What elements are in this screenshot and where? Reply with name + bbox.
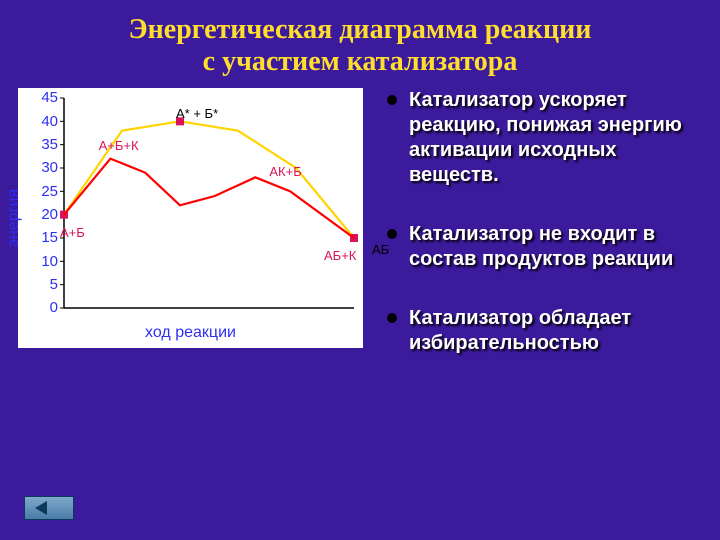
chart-annotation: АБ+К: [324, 248, 356, 263]
back-button[interactable]: [24, 496, 74, 520]
slide-title: Энергетическая диаграмма реакции с участ…: [0, 0, 720, 78]
energy-chart: энергия ход реакции 051015202530354045А*…: [18, 88, 363, 348]
chart-annotation: А+Б+К: [99, 138, 139, 153]
bullet-item: Катализатор ускоряет реакцию, понижая эн…: [387, 88, 702, 188]
title-line1: Энергетическая диаграмма реакции: [129, 14, 592, 45]
bullet-list: Катализатор ускоряет реакцию, понижая эн…: [363, 88, 702, 390]
chart-area: энергия ход реакции 051015202530354045А*…: [18, 88, 363, 390]
chart-annotation: А* + Б*: [176, 106, 218, 121]
title-line2: с участием катализатора: [203, 46, 518, 77]
chart-annotation: АК+Б: [269, 164, 301, 179]
chart-annotation: А+Б: [60, 225, 85, 240]
content-row: энергия ход реакции 051015202530354045А*…: [0, 78, 720, 390]
bullet-item: Катализатор не входит в состав продуктов…: [387, 222, 702, 272]
bullet-item: Катализатор обладает избирательностью: [387, 306, 702, 356]
